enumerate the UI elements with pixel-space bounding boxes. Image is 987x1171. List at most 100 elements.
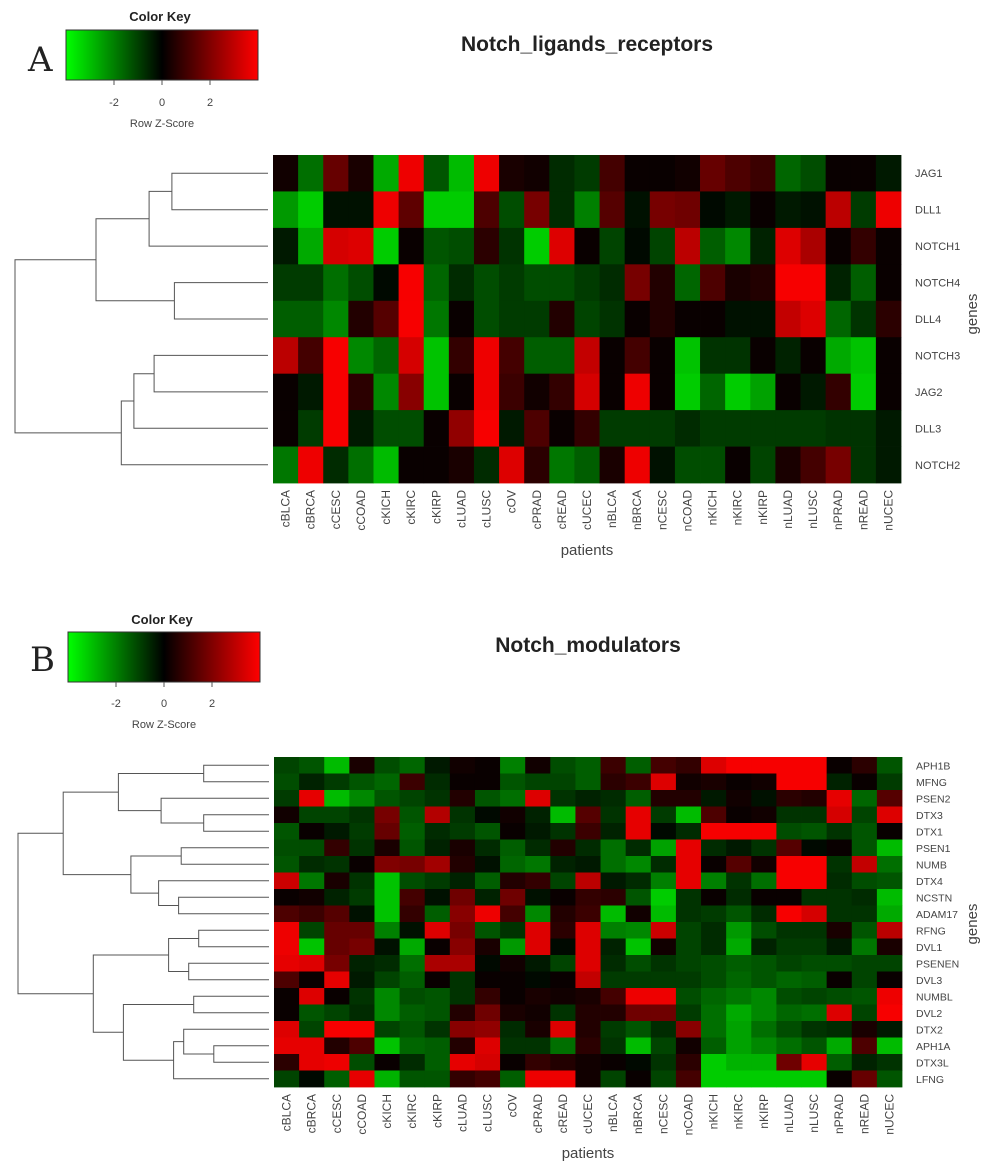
heatmap-cell-b-NUMB-nCESC bbox=[650, 856, 677, 873]
heatmap-cell-b-MFNG-cKICH bbox=[374, 773, 400, 791]
heatmap-cell-b-DTX2-nKIRC bbox=[726, 1021, 752, 1038]
heatmap-cell-b-PSEN2-cKICH bbox=[374, 790, 400, 807]
heatmap-cell-a-NOTCH4-cBLCA bbox=[273, 264, 299, 302]
row-label-a-jag2: JAG2 bbox=[915, 387, 943, 399]
heatmap-cell-b-PSEN1-cCESC bbox=[324, 839, 350, 857]
heatmap-cell-b-DTX3-cKIRP bbox=[424, 806, 451, 824]
panel-a: A Color Key -2 0 2 Row Z-Score Notch_lig… bbox=[14, 9, 981, 559]
heatmap-cell-b-DTX1-cUCEC bbox=[575, 823, 601, 840]
heatmap-cell-a-DLL1-nCESC bbox=[649, 191, 676, 229]
heatmap-cell-b-DTX1-cOV bbox=[500, 823, 526, 840]
heatmap-cell-b-APH1B-cBLCA bbox=[274, 757, 300, 774]
heatmap-cell-b-DTX4-nKIRC bbox=[726, 872, 752, 890]
heatmap-cell-b-LFNG-nKICH bbox=[701, 1070, 727, 1088]
x-axis-label-b: patients bbox=[562, 1145, 615, 1162]
heatmap-cell-b-DTX1-cLUSC bbox=[474, 823, 501, 840]
heatmap-cell-b-DVL3-nLUSC bbox=[801, 971, 828, 989]
heatmap-cell-a-NOTCH4-nPRAD bbox=[825, 264, 852, 302]
heatmap-cell-b-NUMBL-nBRCA bbox=[625, 988, 652, 1005]
heatmap-cell-b-PSENEN-nCESC bbox=[650, 955, 677, 972]
heatmap-cell-b-DVL1-nLUAD bbox=[776, 938, 802, 956]
heatmap-cell-b-MFNG-nUCEC bbox=[876, 773, 903, 791]
heatmap-cell-b-DVL3-cREAD bbox=[550, 971, 576, 989]
heatmap-cell-b-APH1A-cBRCA bbox=[299, 1037, 325, 1055]
heatmap-cell-a-DLL3-cLUAD bbox=[448, 410, 475, 447]
heatmap-cell-a-JAG2-cCOAD bbox=[348, 373, 374, 411]
heatmap-cell-a-NOTCH1-cREAD bbox=[549, 227, 575, 265]
heatmap-cell-b-ADAM17-cKIRP bbox=[424, 905, 451, 923]
dendrogram-branch-b-13 bbox=[213, 1045, 269, 1063]
heatmap-cell-b-PSENEN-cPRAD bbox=[525, 955, 551, 972]
heatmap-cell-b-APH1B-cLUAD bbox=[449, 757, 476, 774]
column-label-a-nblca: nBLCA bbox=[605, 490, 619, 528]
heatmap-cell-a-DLL1-nCOAD bbox=[674, 191, 701, 229]
heatmap-cell-b-NUMB-nCOAD bbox=[675, 856, 702, 873]
row-label-a-notch3: NOTCH3 bbox=[915, 350, 960, 362]
heatmap-cell-b-DTX2-nCESC bbox=[650, 1021, 677, 1038]
heatmap-cell-b-DTX3L-nKIRP bbox=[751, 1054, 777, 1071]
heatmap-cell-a-DLL3-nKICH bbox=[700, 410, 726, 447]
heatmap-cell-b-APH1A-nKIRC bbox=[726, 1037, 752, 1055]
heatmap-cell-b-DTX1-nLUSC bbox=[801, 823, 828, 840]
heatmap-cell-b-APH1A-nBRCA bbox=[625, 1037, 652, 1055]
heatmap-cell-b-RFNG-nLUSC bbox=[801, 922, 828, 939]
row-label-a-dll4: DLL4 bbox=[915, 314, 941, 326]
heatmap-cell-a-DLL1-nREAD bbox=[850, 191, 877, 229]
heatmap-cell-b-DTX1-nKIRP bbox=[751, 823, 777, 840]
heatmap-cell-b-DVL1-nBRCA bbox=[625, 938, 652, 956]
heatmap-cell-b-DTX3-nCESC bbox=[650, 806, 677, 824]
heatmap-cell-b-PSEN1-cBLCA bbox=[274, 839, 300, 857]
dendrogram-branch-b-15 bbox=[173, 1041, 269, 1080]
heatmap-cell-b-RFNG-nPRAD bbox=[826, 922, 853, 939]
heatmap-cell-a-JAG1-nLUSC bbox=[800, 155, 827, 192]
heatmap-cell-a-JAG2-cCESC bbox=[323, 373, 349, 411]
heatmap-cell-a-NOTCH4-nREAD bbox=[850, 264, 877, 302]
heatmap-cell-b-PSENEN-cCESC bbox=[324, 955, 350, 972]
heatmap-cell-a-DLL4-nCOAD bbox=[674, 300, 701, 338]
heatmap-cell-b-NCSTN-nKIRP bbox=[751, 889, 777, 906]
color-key-a: Color Key -2 0 2 Row Z-Score bbox=[65, 9, 259, 130]
heatmap-cell-b-NUMB-cOV bbox=[500, 856, 526, 873]
heatmap-cell-b-DVL1-cLUSC bbox=[474, 938, 501, 956]
heatmap-cell-b-DTX3L-cKIRP bbox=[424, 1054, 451, 1071]
heatmap-cell-b-RFNG-cKICH bbox=[374, 922, 400, 939]
heatmap-cell-b-PSEN1-nKIRP bbox=[751, 839, 777, 857]
heatmap-cell-b-RFNG-cLUSC bbox=[474, 922, 501, 939]
dendrogram-branch-b-16 bbox=[122, 1004, 194, 1061]
heatmap-cell-a-JAG2-nBRCA bbox=[624, 373, 651, 411]
column-label-b-cluad: cLUAD bbox=[455, 1094, 469, 1132]
heatmap-cell-a-NOTCH1-cKIRP bbox=[423, 227, 450, 265]
heatmap-cell-b-RFNG-nCESC bbox=[650, 922, 677, 939]
heatmap-cell-a-DLL3-cUCEC bbox=[574, 410, 600, 447]
column-label-a-cblca: cBLCA bbox=[279, 490, 293, 527]
heatmap-cell-b-DTX3-cBLCA bbox=[274, 806, 300, 824]
chart-title-a: Notch_ligands_receptors bbox=[461, 33, 713, 56]
heatmap-cell-b-PSENEN-cREAD bbox=[550, 955, 576, 972]
column-label-b-ncoad: nCOAD bbox=[681, 1094, 695, 1136]
heatmap-cell-b-APH1B-nCOAD bbox=[675, 757, 702, 774]
heatmap-cell-a-DLL3-cKIRC bbox=[398, 410, 425, 447]
heatmap-cell-b-ADAM17-nCOAD bbox=[675, 905, 702, 923]
heatmap-cell-b-APH1B-nKICH bbox=[701, 757, 727, 774]
heatmap-cell-a-NOTCH1-nKICH bbox=[700, 227, 726, 265]
heatmap-cell-b-APH1B-nBLCA bbox=[600, 757, 627, 774]
heatmap-cell-b-ADAM17-cLUAD bbox=[449, 905, 476, 923]
heatmap-cell-b-LFNG-cLUSC bbox=[474, 1070, 501, 1088]
heatmap-cell-a-DLL4-cLUSC bbox=[473, 300, 500, 338]
row-label-b-dvl2: DVL2 bbox=[916, 1008, 942, 1020]
heatmap-cell-b-PSEN2-cPRAD bbox=[525, 790, 551, 807]
heatmap-cell-a-JAG2-nCOAD bbox=[674, 373, 701, 411]
heatmap-cell-b-RFNG-cCESC bbox=[324, 922, 350, 939]
heatmap-cell-b-DVL2-cREAD bbox=[550, 1004, 576, 1022]
heatmap-cell-a-DLL1-cOV bbox=[499, 191, 525, 229]
heatmap-cell-a-JAG1-cLUSC bbox=[473, 155, 500, 192]
heatmap-cell-a-NOTCH3-cPRAD bbox=[524, 337, 550, 375]
heatmap-cell-a-JAG1-cPRAD bbox=[524, 155, 550, 192]
heatmap-cell-a-NOTCH2-nBRCA bbox=[624, 446, 651, 484]
heatmap-cell-a-NOTCH2-cREAD bbox=[549, 446, 575, 484]
heatmap-cell-b-DTX4-nCOAD bbox=[675, 872, 702, 890]
heatmap-cell-a-NOTCH3-cLUAD bbox=[448, 337, 475, 375]
heatmap-cell-b-NUMBL-cPRAD bbox=[525, 988, 551, 1005]
row-label-b-adam17: ADAM17 bbox=[916, 909, 958, 921]
panel-b-letter: B bbox=[30, 640, 55, 680]
